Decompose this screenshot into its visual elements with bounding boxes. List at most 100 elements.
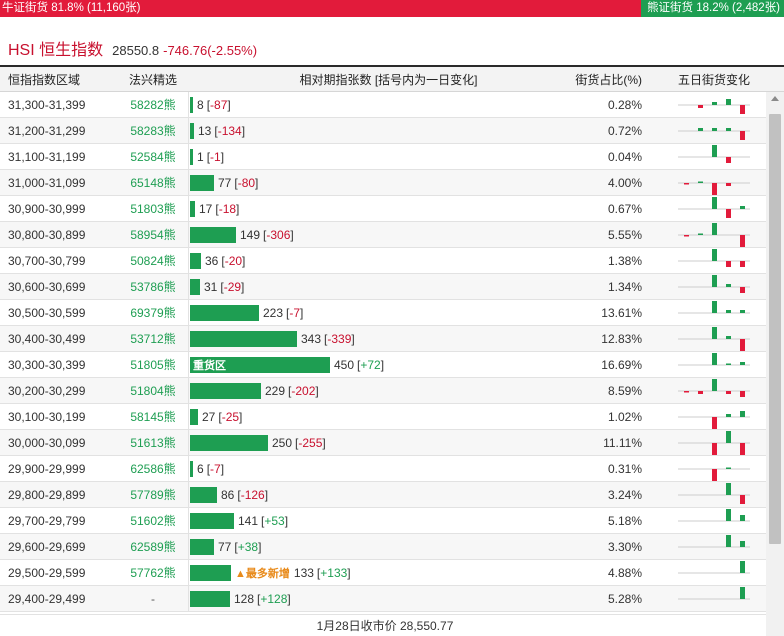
warrant-code-link[interactable]: 53786熊 xyxy=(130,280,176,294)
relative-count-cell: 36 [-20] xyxy=(188,248,588,273)
scrollbar[interactable] xyxy=(766,92,784,636)
five-day-spark-cell xyxy=(666,118,762,143)
spark-bar xyxy=(726,208,731,218)
spark-bar xyxy=(698,127,703,131)
range-cell: 31,100-31,199 xyxy=(8,149,86,164)
count-value: 27 xyxy=(202,409,216,424)
spark-bar xyxy=(740,130,745,140)
share-pct: 12.83% xyxy=(601,331,642,346)
table-row: 29,800-29,899 57789熊 86 [-126] 3.24% xyxy=(0,482,784,508)
change-value: +128 xyxy=(260,591,288,606)
five-day-sparkline xyxy=(678,222,750,248)
range-cell: 30,800-30,899 xyxy=(8,227,86,242)
spark-bar xyxy=(726,430,731,443)
five-day-sparkline xyxy=(678,430,750,456)
share-pct: 3.30% xyxy=(607,539,642,554)
count-bar xyxy=(190,252,201,269)
count-change: [+38] xyxy=(234,539,262,554)
warrant-code-link: - xyxy=(151,591,155,606)
warrant-code-link[interactable]: 58954熊 xyxy=(130,228,176,242)
relative-count-cell: 141 [+53] xyxy=(188,508,588,533)
count-change: [-18] xyxy=(215,201,240,216)
warrant-code-link[interactable]: 65148熊 xyxy=(130,176,176,190)
count-bar xyxy=(190,538,214,555)
count-change: [-126] xyxy=(237,487,269,502)
count-change: [-306] xyxy=(263,227,294,242)
spark-bar xyxy=(740,494,745,504)
warrant-code-link[interactable]: 51805熊 xyxy=(130,358,176,372)
header-rel: 相对期指张数 [括号内为一日变化] xyxy=(299,72,478,87)
relative-count-cell: 13 [-134] xyxy=(188,118,588,143)
range-cell: 30,500-30,599 xyxy=(8,305,86,320)
warrant-code-link[interactable]: 62586熊 xyxy=(130,462,176,476)
spark-bar xyxy=(726,534,731,547)
warrant-code-link[interactable]: 57789熊 xyxy=(130,488,176,502)
warrant-code-link[interactable]: 51804熊 xyxy=(130,384,176,398)
warrant-code-link[interactable]: 50824熊 xyxy=(130,254,176,268)
count-value: 77 xyxy=(218,539,232,554)
table-body: 31,300-31,399 58282熊 8 [-87] 0.28% 31,200-31,… xyxy=(0,92,784,612)
spark-bar xyxy=(740,390,745,397)
spark-bar xyxy=(726,482,731,495)
spark-bar xyxy=(712,326,717,339)
count-change: [-25] xyxy=(218,409,243,424)
spark-bar xyxy=(726,309,731,313)
scroll-thumb[interactable] xyxy=(769,114,781,544)
spark-bar xyxy=(740,514,745,521)
five-day-spark-cell xyxy=(666,144,762,169)
relative-count-cell: 6 [-7] xyxy=(188,456,588,481)
index-name[interactable]: HSI 恒生指数 xyxy=(8,42,104,59)
range-cell: 30,100-30,199 xyxy=(8,409,86,424)
spark-bar xyxy=(726,390,731,394)
spark-bar xyxy=(712,127,717,131)
five-day-spark-cell xyxy=(666,196,762,221)
count-bar xyxy=(190,304,259,321)
change-value: -7 xyxy=(289,305,301,320)
five-day-sparkline xyxy=(678,118,750,144)
range-cell: 29,400-29,499 xyxy=(8,591,86,606)
scroll-up-arrow-icon[interactable] xyxy=(771,96,779,101)
header-divider xyxy=(0,65,784,67)
count-change: [+72] xyxy=(357,357,385,372)
five-day-sparkline xyxy=(678,144,750,170)
five-day-spark-cell xyxy=(666,508,762,533)
five-day-sparkline xyxy=(678,404,750,430)
spark-bar xyxy=(740,205,745,209)
range-cell: 29,600-29,699 xyxy=(8,539,86,554)
warrant-code-link[interactable]: 58283熊 xyxy=(130,124,176,138)
spark-bar xyxy=(698,181,703,183)
spark-bar xyxy=(740,560,745,573)
count-value: 36 xyxy=(205,253,219,268)
warrant-code-link[interactable]: 57762熊 xyxy=(130,566,176,580)
warrant-code-link[interactable]: 51803熊 xyxy=(130,202,176,216)
table-row: 29,600-29,699 62589熊 77 [+38] 3.30% xyxy=(0,534,784,560)
warrant-code-link[interactable]: 51602熊 xyxy=(130,514,176,528)
warrant-code-link[interactable]: 52584熊 xyxy=(130,150,176,164)
spark-bar xyxy=(740,410,745,417)
warrant-code-link[interactable]: 58145熊 xyxy=(130,410,176,424)
spark-bar xyxy=(712,182,717,195)
change-value: -126 xyxy=(240,487,265,502)
table-row: 30,000-30,099 51613熊 250 [-255] 11.11% xyxy=(0,430,784,456)
change-value: -20 xyxy=(224,253,243,268)
warrant-code-link[interactable]: 51613熊 xyxy=(130,436,176,450)
count-bar xyxy=(190,408,198,425)
spark-bar xyxy=(712,101,717,105)
spark-bar xyxy=(698,104,703,108)
relative-count-cell: 77 [+38] xyxy=(188,534,588,559)
warrant-code-link[interactable]: 62589熊 xyxy=(130,540,176,554)
count-value: 149 xyxy=(240,227,261,242)
table-row: 31,300-31,399 58282熊 8 [-87] 0.28% xyxy=(0,92,784,118)
change-value: -339 xyxy=(327,331,352,346)
count-change: [-202] xyxy=(288,383,319,398)
warrant-code-link[interactable]: 58282熊 xyxy=(130,98,176,112)
header-spark: 五日街货变化 xyxy=(677,72,750,87)
warrant-code-link[interactable]: 53712熊 xyxy=(130,332,176,346)
range-cell: 31,200-31,299 xyxy=(8,123,86,138)
five-day-sparkline xyxy=(678,326,750,352)
warrant-code-link[interactable]: 69379熊 xyxy=(130,306,176,320)
header-range: 恒指指数区域 xyxy=(8,72,81,87)
range-cell: 31,300-31,399 xyxy=(8,97,86,112)
count-bar xyxy=(190,226,236,243)
table-row: 30,800-30,899 58954熊 149 [-306] 5.55% xyxy=(0,222,784,248)
